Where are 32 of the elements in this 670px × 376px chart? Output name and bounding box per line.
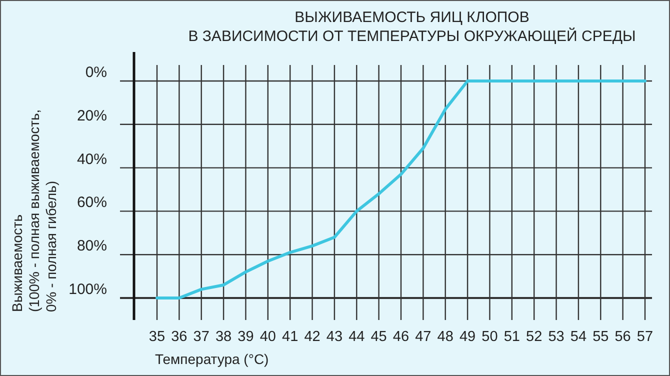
x-tick-label: 46 [392,329,410,345]
y-tick-label: 0% [85,64,107,81]
y-axis-title: Выживаемость (100% - полная выживаемость, 0% - полная гибель) [9,109,59,312]
x-tick-label: 44 [348,329,365,345]
y-tick-label: 20% [76,107,107,124]
x-tick-label: 57 [636,329,654,345]
x-tick-label: 37 [193,329,210,345]
x-tick-label: 45 [370,329,387,345]
x-tick-label: 48 [437,329,454,345]
x-tick-label: 52 [526,329,542,345]
y-tick-label: 80% [76,238,107,255]
x-tick-label: 53 [548,329,564,345]
x-tick-label: 55 [592,329,609,345]
x-tick-label: 35 [148,329,166,345]
y-tick-label: 40% [76,150,107,168]
x-tick-label: 43 [326,329,343,345]
x-tick-label: 42 [304,329,320,345]
x-axis-title: Температура (°C) [155,351,269,367]
x-tick-label: 56 [614,329,631,345]
x-tick-label: 54 [570,329,587,345]
x-tick-label: 38 [215,329,232,345]
x-tick-label: 39 [238,329,254,345]
x-tick-label: 49 [459,329,476,345]
x-tick-label: 47 [415,329,432,345]
x-tick-label: 50 [482,329,498,345]
x-tick-label: 51 [504,329,520,345]
x-tick-label: 36 [171,329,188,345]
x-tick-label: 40 [260,329,276,345]
y-tick-label: 100% [68,281,107,298]
y-tick-label: 60% [76,194,107,212]
chart-title: ВЫЖИВАЕМОСТЬ ЯИЦ КЛОПОВ В ЗАВИСИМОСТИ ОТ ТЕМПЕРАТУРЫ ОКРУЖАЮЩЕЙ СРЕДЫ [188,9,636,45]
x-tick-label: 41 [282,329,298,345]
